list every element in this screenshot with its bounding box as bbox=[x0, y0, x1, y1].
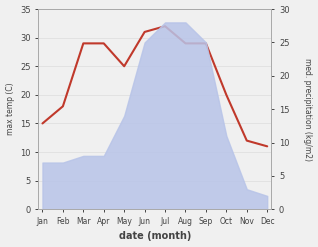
Y-axis label: max temp (C): max temp (C) bbox=[5, 83, 15, 135]
X-axis label: date (month): date (month) bbox=[119, 231, 191, 242]
Y-axis label: med. precipitation (kg/m2): med. precipitation (kg/m2) bbox=[303, 58, 313, 161]
